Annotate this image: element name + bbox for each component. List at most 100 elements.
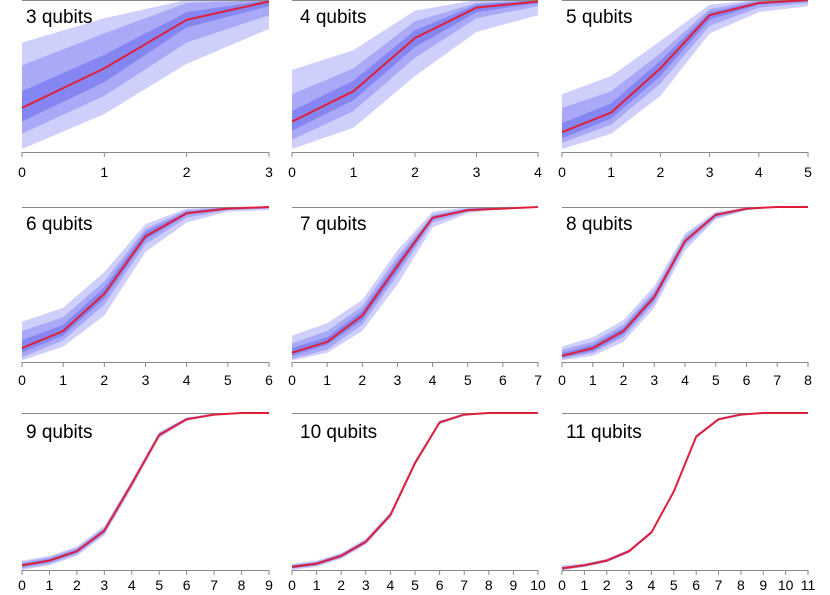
x-tick-label: 1	[313, 577, 321, 593]
x-tick-label: 4	[648, 577, 656, 593]
x-tick-label: 2	[73, 577, 81, 593]
band-inner	[292, 0, 538, 131]
series-median	[561, 0, 809, 134]
x-tick-label: 6	[692, 577, 700, 593]
x-tick-label: 5	[411, 577, 419, 593]
x-tick-label: 0	[558, 577, 566, 593]
x-tick-label: 6	[265, 372, 273, 388]
x-tick-label: 3	[394, 372, 402, 388]
band-inner	[292, 207, 538, 356]
x-tick-label: 4	[387, 577, 395, 593]
x-tick-label: 4	[183, 372, 191, 388]
x-tick-label: 11	[801, 577, 816, 593]
x-tick-label: 2	[358, 372, 366, 388]
x-tick-label: 7	[534, 372, 542, 388]
x-tick-label: 6	[183, 577, 191, 593]
band-inner	[562, 0, 808, 139]
x-tick-label: 4	[755, 164, 763, 180]
x-tick-label: 2	[657, 164, 665, 180]
series-median	[561, 412, 808, 570]
series-median	[291, 206, 539, 354]
x-tick-label: 3	[625, 577, 633, 593]
x-tick-label: 3	[473, 164, 481, 180]
x-tick-label: 0	[18, 577, 26, 593]
x-tick-label: 0	[18, 164, 26, 180]
x-tick-label: 3	[265, 164, 273, 180]
panel-6: 0 1 2 3 4 5 6 7 8 8 qubits	[558, 206, 812, 388]
x-tick-label: 9	[265, 577, 273, 593]
x-tick-label: 4	[534, 164, 542, 180]
x-tick-label: 2	[620, 372, 628, 388]
x-tick-label: 0	[18, 372, 26, 388]
x-tick-label: 3	[142, 372, 150, 388]
x-tick-label: 10	[778, 577, 794, 593]
x-tick-label: 0	[288, 164, 296, 180]
band-outer	[562, 207, 808, 361]
x-tick-label: 8	[238, 577, 246, 593]
series-median	[561, 206, 808, 357]
panel-4: 0 1 2 3 4 5 6 6 qubits	[18, 206, 273, 388]
x-tick-label: 4	[128, 577, 136, 593]
x-tick-label: 3	[650, 372, 658, 388]
x-tick-label: 1	[46, 577, 54, 593]
band-inner	[22, 207, 269, 353]
x-tick-label: 1	[607, 164, 615, 180]
x-tick-label: 1	[350, 164, 358, 180]
x-tick-label: 7	[210, 577, 218, 593]
x-tick-label: 8	[485, 577, 493, 593]
x-tick-label: 3	[706, 164, 714, 180]
panel-5: 0 1 2 3 4 5 6 7 7 qubits	[288, 206, 542, 388]
band-middle	[22, 0, 269, 134]
band-outer	[292, 0, 538, 149]
panel-title: 11 qubits	[566, 422, 642, 443]
x-tick-label: 5	[804, 164, 812, 180]
panel-1: 0 1 2 3 3 qubits	[18, 0, 273, 180]
band-middle	[292, 0, 538, 140]
x-tick-label: 7	[460, 577, 468, 593]
panel-title: 3 qubits	[26, 7, 93, 28]
x-tick-label: 1	[323, 372, 331, 388]
band-middle	[22, 207, 269, 358]
panel-7: 0 1 2 3 4 5 6 7 8 9 9 qubits	[18, 412, 273, 593]
x-tick-label: 0	[288, 372, 296, 388]
x-tick-label: 7	[715, 577, 723, 593]
panel-title: 8 qubits	[566, 214, 633, 235]
x-tick-label: 5	[712, 372, 720, 388]
panel-title: 4 qubits	[300, 7, 367, 28]
x-tick-label: 7	[773, 372, 781, 388]
x-tick-label: 1	[59, 372, 67, 388]
x-tick-label: 6	[743, 372, 751, 388]
x-tick-label: 3	[362, 577, 370, 593]
panel-title: 10 qubits	[300, 422, 377, 443]
x-tick-label: 10	[530, 577, 546, 593]
x-tick-label: 4	[429, 372, 437, 388]
x-tick-label: 1	[589, 372, 597, 388]
panel-title: 7 qubits	[300, 214, 367, 235]
x-tick-label: 2	[337, 577, 345, 593]
band-outer	[22, 0, 269, 149]
x-tick-label: 2	[100, 372, 108, 388]
x-tick-label: 9	[510, 577, 518, 593]
panel-2: 0 1 2 3 4 4 qubits	[288, 0, 542, 180]
series-median	[21, 206, 270, 350]
x-tick-label: 1	[580, 577, 588, 593]
x-tick-label: 5	[670, 577, 678, 593]
series-median	[21, 0, 270, 109]
x-tick-label: 6	[499, 372, 507, 388]
x-tick-label: 2	[603, 577, 611, 593]
x-tick-label: 5	[155, 577, 163, 593]
series-median	[21, 412, 269, 567]
x-tick-label: 2	[183, 164, 191, 180]
x-tick-label: 2	[411, 164, 419, 180]
series-median	[291, 412, 538, 568]
x-tick-label: 6	[436, 577, 444, 593]
panel-title: 9 qubits	[26, 422, 93, 443]
panel-3: 0 1 2 3 4 5 5 qubits	[558, 0, 812, 180]
x-tick-label: 0	[558, 164, 566, 180]
band-inner	[22, 0, 269, 122]
band-middle	[562, 207, 808, 359]
series-median	[291, 0, 539, 123]
x-tick-label: 8	[737, 577, 745, 593]
